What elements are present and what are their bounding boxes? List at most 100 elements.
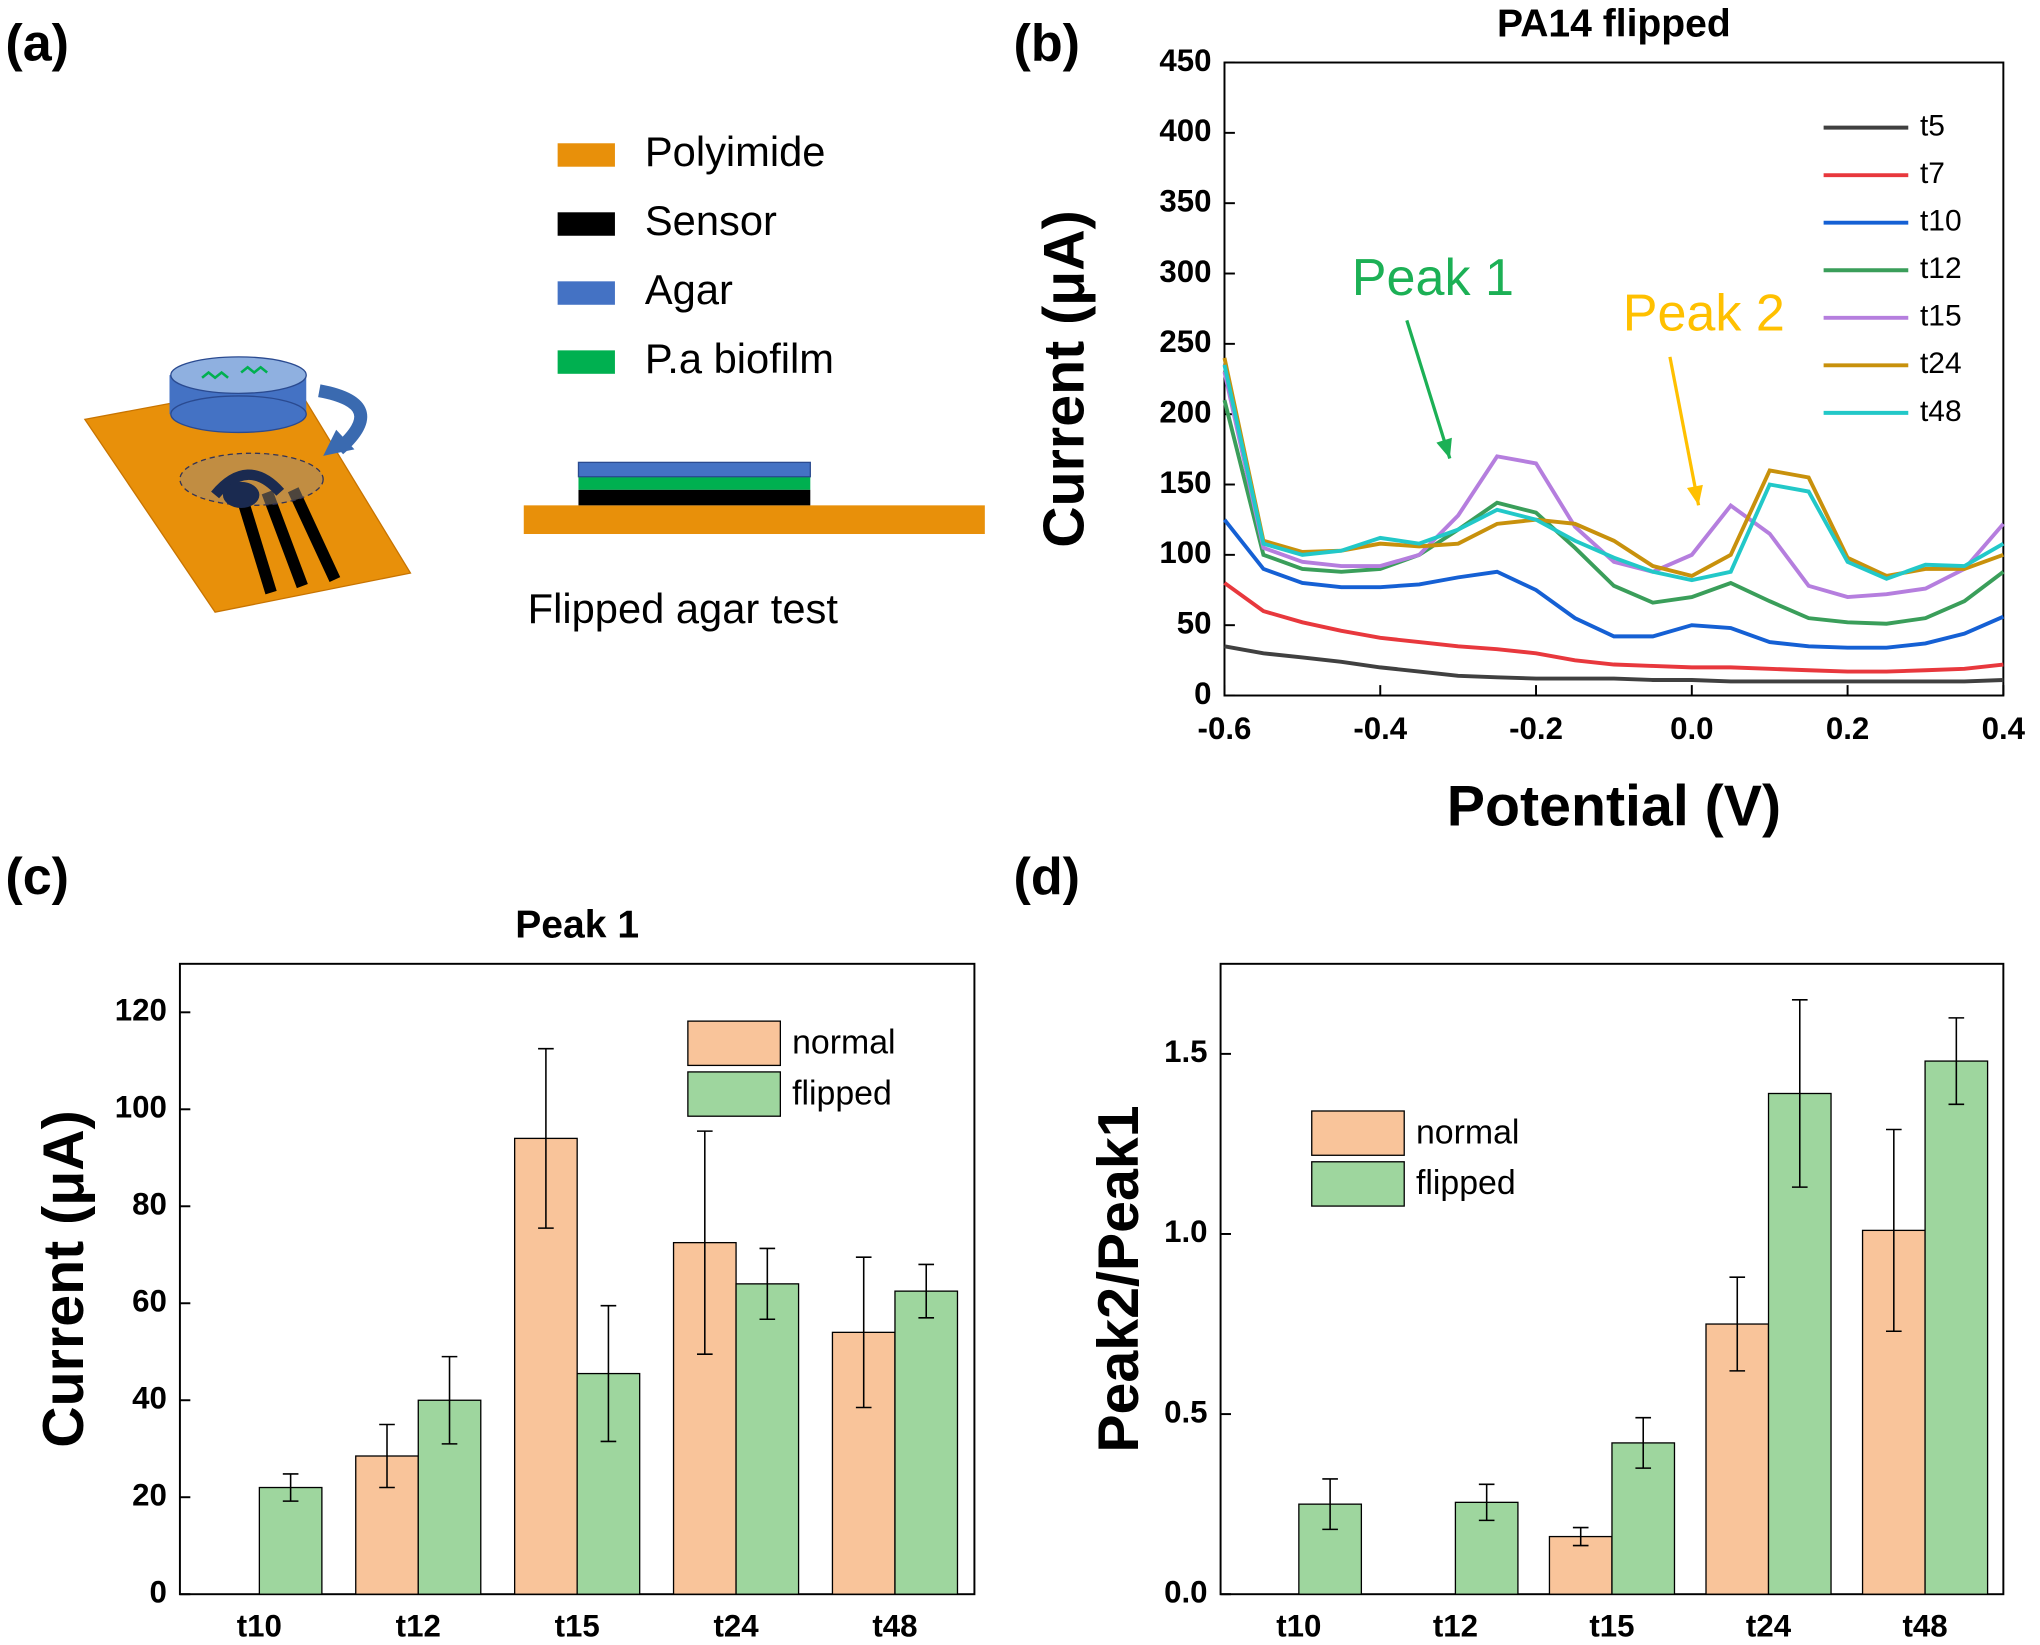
y-tick-label: 0 bbox=[150, 1574, 167, 1609]
y-tick-label: 1.0 bbox=[1164, 1214, 1207, 1249]
panel-label: (b) bbox=[1013, 15, 1079, 73]
error-bar bbox=[1322, 1478, 1338, 1531]
x-tick-label: t24 bbox=[713, 1608, 759, 1643]
legend-label: Agar bbox=[645, 266, 733, 313]
annotation: Peak 2 bbox=[1623, 284, 1785, 342]
x-tick-label: -0.6 bbox=[1198, 711, 1252, 746]
legend-label: t48 bbox=[1920, 395, 1962, 428]
x-tick-label: t12 bbox=[1433, 1608, 1478, 1643]
bar bbox=[258, 1486, 323, 1595]
y-tick-label: 80 bbox=[132, 1187, 167, 1222]
legend-label: P.a biofilm bbox=[645, 335, 834, 382]
x-tick-label: 0.0 bbox=[1670, 711, 1713, 746]
y-tick-label: 50 bbox=[1177, 605, 1212, 640]
x-tick-label: 0.2 bbox=[1826, 711, 1869, 746]
error-bar bbox=[1886, 1128, 1902, 1333]
legend-swatch bbox=[557, 143, 615, 167]
y-tick-label: 1.5 bbox=[1164, 1034, 1207, 1069]
legend-label: t12 bbox=[1920, 252, 1962, 285]
bar bbox=[1924, 1060, 1989, 1595]
panel-label: (a) bbox=[5, 15, 69, 73]
y-tick-label: 0 bbox=[1194, 676, 1211, 711]
x-tick-label: t48 bbox=[1902, 1608, 1947, 1643]
error-bar bbox=[759, 1247, 776, 1321]
x-tick-label: t24 bbox=[1746, 1608, 1792, 1643]
data-line bbox=[1222, 364, 2005, 583]
error-bar bbox=[282, 1473, 299, 1502]
panel-label: (c) bbox=[5, 848, 69, 906]
y-tick-label: 450 bbox=[1159, 43, 1211, 78]
y-tick-label: 100 bbox=[1159, 535, 1211, 570]
legend-swatch bbox=[557, 212, 615, 236]
annotation: Peak 1 bbox=[1352, 249, 1514, 307]
error-bar bbox=[1791, 999, 1808, 1188]
x-tick-label: t10 bbox=[1276, 1608, 1321, 1643]
bar bbox=[735, 1283, 800, 1595]
annotation-arrow bbox=[1405, 319, 1452, 459]
error-bar bbox=[1729, 1276, 1746, 1372]
x-tick-label: -0.2 bbox=[1509, 711, 1563, 746]
x-tick-label: t15 bbox=[1589, 1608, 1634, 1643]
legend-label: t10 bbox=[1920, 205, 1962, 238]
y-axis-label: Current (μA) bbox=[32, 1110, 96, 1447]
data-line bbox=[1224, 644, 2004, 684]
bar bbox=[576, 1372, 641, 1595]
legend-label: flipped bbox=[792, 1074, 892, 1112]
diagram-caption: Flipped agar test bbox=[528, 585, 839, 632]
error-bar bbox=[918, 1263, 935, 1319]
y-tick-label: 60 bbox=[132, 1284, 167, 1319]
x-tick-label: t12 bbox=[396, 1608, 441, 1643]
bar bbox=[894, 1290, 959, 1595]
y-tick-label: 200 bbox=[1159, 394, 1211, 429]
y-tick-label: 300 bbox=[1159, 254, 1211, 289]
error-bar bbox=[600, 1304, 617, 1443]
error-bar bbox=[1948, 1017, 1965, 1106]
arrow-head bbox=[1686, 484, 1703, 506]
error-bar bbox=[441, 1355, 458, 1445]
x-tick-label: 0.4 bbox=[1982, 711, 2026, 746]
legend-swatch bbox=[557, 350, 615, 374]
data-line bbox=[1222, 357, 2005, 579]
x-tick-label: t10 bbox=[237, 1608, 282, 1643]
x-tick-label: -0.4 bbox=[1353, 711, 1407, 746]
error-bar bbox=[1572, 1526, 1589, 1547]
y-tick-label: 20 bbox=[132, 1477, 167, 1512]
y-tick-label: 250 bbox=[1159, 324, 1211, 359]
legend-label: t15 bbox=[1920, 300, 1962, 333]
annotation-arrow bbox=[1668, 356, 1701, 506]
arrow-head bbox=[1436, 437, 1452, 459]
legend-label: t24 bbox=[1920, 347, 1962, 380]
bar bbox=[1454, 1501, 1519, 1595]
y-tick-label: 100 bbox=[115, 1090, 167, 1125]
legend-label: normal bbox=[792, 1024, 895, 1062]
error-bar bbox=[696, 1130, 713, 1355]
chart-title: Peak 1 bbox=[515, 904, 639, 947]
legend-label: t7 bbox=[1920, 157, 1945, 190]
y-tick-label: 350 bbox=[1159, 183, 1211, 218]
legend-label: Sensor bbox=[645, 197, 777, 244]
plot-frame bbox=[1223, 61, 2005, 697]
legend-label: flipped bbox=[1416, 1164, 1516, 1202]
legend-swatch bbox=[687, 1071, 781, 1117]
device-drawing bbox=[83, 356, 985, 613]
data-line bbox=[1223, 581, 2004, 674]
y-axis-label: Current (μA) bbox=[1032, 210, 1096, 547]
y-tick-label: 400 bbox=[1159, 113, 1211, 148]
y-tick-label: 0.5 bbox=[1164, 1394, 1207, 1429]
data-line bbox=[1222, 399, 2005, 626]
error-bar bbox=[538, 1047, 554, 1229]
x-axis-label: Potential (V) bbox=[1447, 774, 1781, 838]
x-tick-label: t15 bbox=[555, 1608, 600, 1643]
y-axis-label: Peak2/Peak1 bbox=[1087, 1105, 1151, 1452]
y-tick-label: 0.0 bbox=[1164, 1574, 1207, 1609]
error-bar bbox=[855, 1256, 872, 1409]
error-bar bbox=[1478, 1483, 1495, 1522]
error-bar bbox=[1635, 1416, 1652, 1469]
legend-swatch bbox=[687, 1020, 781, 1067]
data-line bbox=[1222, 371, 2005, 600]
legend-swatch bbox=[557, 281, 615, 305]
y-tick-label: 120 bbox=[115, 993, 167, 1028]
legend-label: Polyimide bbox=[645, 128, 826, 175]
panel-label: (d) bbox=[1013, 848, 1079, 906]
legend-swatch bbox=[1311, 1110, 1405, 1156]
